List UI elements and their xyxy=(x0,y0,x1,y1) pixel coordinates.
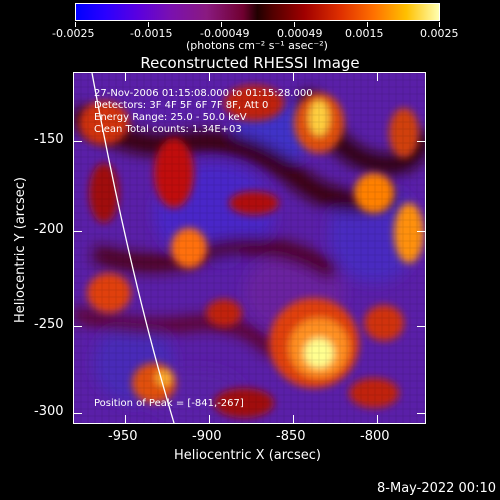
x-axis-label: Heliocentric X (arcsec) xyxy=(174,448,321,463)
colorbar-tick-label: -0.0015 xyxy=(130,27,173,40)
colorbar-tick-label: -0.0025 xyxy=(52,27,95,40)
annotation-energy: Energy Range: 25.0 - 50.0 keV xyxy=(94,112,247,123)
colorbar-tick-label: 0.0025 xyxy=(420,27,459,40)
x-tick-label: -900 xyxy=(192,429,222,444)
x-tick-label: -950 xyxy=(108,429,138,444)
annotation-clean: Clean Total counts: 1.34E+03 xyxy=(94,124,242,135)
y-tick-label: -250 xyxy=(34,317,64,332)
image-title: Reconstructed RHESSI Image xyxy=(140,54,360,72)
x-tick-label: -850 xyxy=(276,429,306,444)
y-tick-label: -150 xyxy=(34,132,64,147)
y-tick-label: -300 xyxy=(34,404,64,419)
x-tick-label: -800 xyxy=(360,429,390,444)
rhessi-map xyxy=(74,73,425,423)
colorbar-tick-label: -0.00049 xyxy=(200,27,250,40)
colorbar xyxy=(75,3,440,21)
footer-date: 8-May-2022 00:10 xyxy=(377,481,496,496)
annotation-time: 27-Nov-2006 01:15:08.000 to 01:15:28.000 xyxy=(94,88,313,99)
solar-image: 27-Nov-2006 01:15:08.000 to 01:15:28.000… xyxy=(73,72,426,424)
y-axis-label: Heliocentric Y (arcsec) xyxy=(13,177,28,323)
annotation-detectors: Detectors: 3F 4F 5F 6F 7F 8F, Att 0 xyxy=(94,100,269,111)
y-tick-label: -200 xyxy=(34,222,64,237)
colorbar-tick-label: 0.0015 xyxy=(345,27,384,40)
colorbar-tick-label: 0.00049 xyxy=(277,27,323,40)
annotation-peak: Position of Peak = [-841,-267] xyxy=(94,398,244,409)
solar-limb xyxy=(91,73,175,423)
colorbar-ticks xyxy=(75,22,440,28)
colorbar-unit: (photons cm⁻² s⁻¹ asec⁻²) xyxy=(186,39,328,52)
